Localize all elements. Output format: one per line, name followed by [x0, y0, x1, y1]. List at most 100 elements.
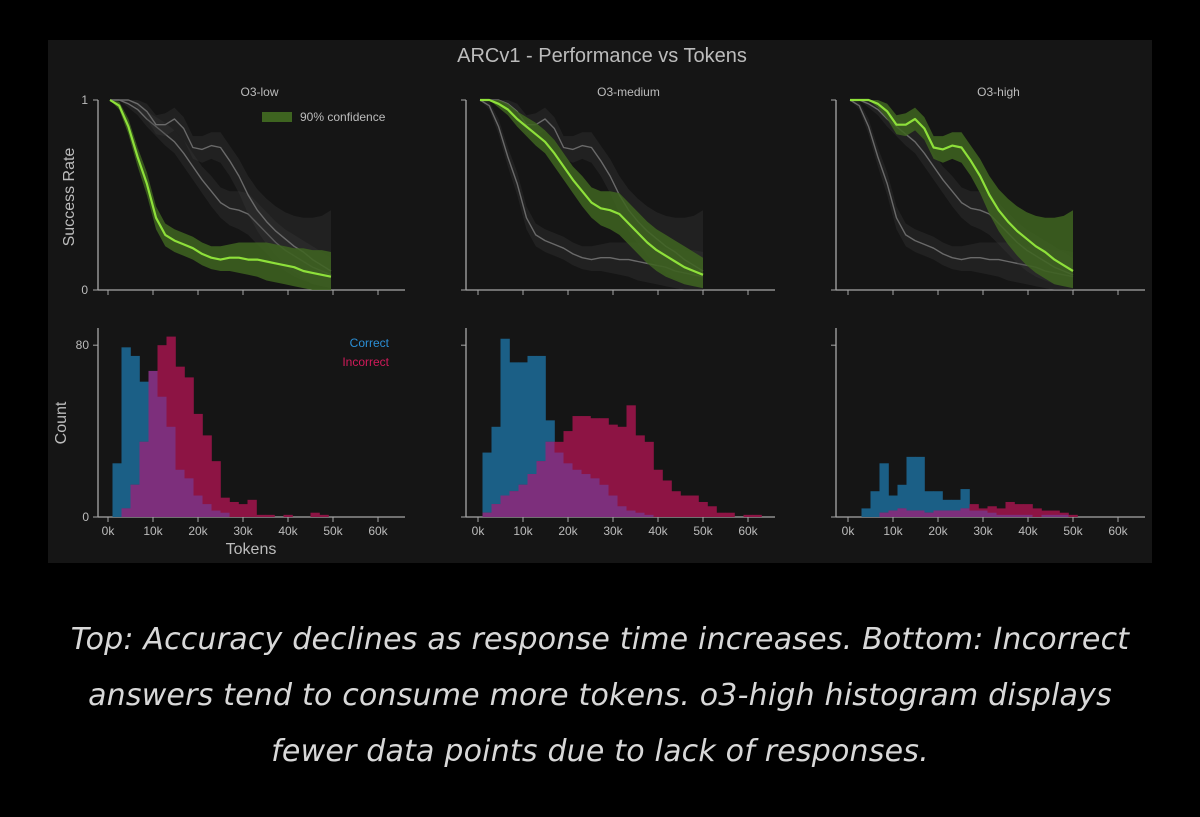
confidence-band-other	[110, 100, 331, 289]
bar-correct	[942, 499, 952, 517]
bottom-x-tick-label: 20k	[188, 524, 208, 538]
bottom-y-tick-label: 80	[76, 338, 90, 352]
legend-label-confidence: 90% confidence	[300, 110, 386, 124]
bottom-x-tick-label: 0k	[842, 524, 856, 538]
bar-overlap	[906, 510, 916, 517]
bar-overlap	[518, 484, 528, 517]
bottom-x-tick-label: 60k	[368, 524, 388, 538]
bar-incorrect	[662, 480, 672, 517]
bottom-x-tick-label: 60k	[1108, 524, 1128, 538]
bar-overlap	[1014, 514, 1024, 517]
bar-incorrect	[608, 424, 618, 517]
bar-overlap	[1041, 514, 1051, 517]
series-line-highlight	[480, 98, 704, 276]
bar-overlap	[202, 504, 212, 517]
bar-incorrect	[1068, 514, 1078, 517]
top-ylabel: Success Rate	[61, 148, 78, 247]
bar-overlap	[175, 469, 185, 517]
bar-incorrect	[617, 426, 627, 517]
bar-correct	[897, 484, 907, 517]
bar-correct	[906, 456, 916, 517]
bar-correct	[888, 495, 898, 517]
figure-title: ARCv1 - Performance vs Tokens	[457, 45, 747, 67]
bar-overlap	[527, 474, 537, 517]
bar-correct	[915, 456, 925, 517]
bar-overlap	[1023, 514, 1033, 517]
bar-incorrect	[752, 514, 762, 517]
bottom-ylabel: Count	[53, 401, 70, 444]
bar-incorrect	[175, 366, 185, 517]
bar-incorrect	[635, 435, 645, 517]
bar-correct	[121, 347, 131, 517]
bottom-y-tick-label: 0	[82, 510, 89, 524]
bar-overlap	[924, 512, 934, 517]
bar-incorrect	[211, 461, 221, 517]
bar-correct	[960, 489, 970, 517]
bar-overlap	[500, 495, 510, 517]
bar-correct	[951, 499, 961, 517]
series-line-highlight	[850, 98, 1074, 272]
series-line-other	[110, 99, 332, 272]
bar-correct	[518, 362, 528, 517]
bar-overlap	[193, 495, 203, 517]
bar-overlap	[1050, 514, 1060, 517]
bar-overlap	[545, 441, 555, 517]
bar-overlap	[220, 512, 230, 517]
bottom-x-tick-label: 40k	[1018, 524, 1038, 538]
bar-incorrect	[996, 508, 1006, 517]
bottom-x-tick-label: 0k	[102, 524, 116, 538]
bar-overlap	[915, 510, 925, 517]
bottom-x-tick-label: 30k	[973, 524, 993, 538]
bar-overlap	[121, 508, 131, 517]
bar-incorrect	[283, 514, 293, 517]
panel-title: O3-medium	[597, 85, 660, 99]
bottom-x-tick-label: 20k	[928, 524, 948, 538]
hist-panel-o3-low: 80 0 0k 10k 20k 30k 40k 50k 60k Correct Incorrect	[76, 328, 405, 538]
bottom-xlabel: Tokens	[226, 541, 277, 558]
bar-incorrect	[256, 514, 266, 517]
bar-incorrect	[671, 491, 681, 517]
bottom-x-tick-label: 50k	[693, 524, 713, 538]
bottom-x-tick-label: 30k	[233, 524, 253, 538]
bar-overlap	[608, 495, 618, 517]
bar-overlap	[879, 512, 889, 517]
confidence-band-highlight	[110, 100, 331, 290]
bar-overlap	[184, 478, 194, 517]
bottom-x-tick-label: 40k	[278, 524, 298, 538]
bottom-x-tick-label: 60k	[738, 524, 758, 538]
bar-incorrect	[229, 501, 239, 517]
bar-correct	[870, 491, 880, 517]
bar-incorrect	[743, 514, 753, 517]
bar-incorrect	[1023, 504, 1033, 517]
legend-incorrect: Incorrect	[342, 355, 389, 369]
bar-correct	[879, 463, 889, 517]
confidence-band-other	[110, 100, 331, 289]
bar-overlap	[554, 452, 564, 517]
bottom-x-tick-label: 10k	[883, 524, 903, 538]
bar-incorrect	[1050, 510, 1060, 517]
bar-overlap	[987, 512, 997, 517]
legend-correct: Correct	[350, 336, 390, 350]
bottom-x-tick-label: 50k	[1063, 524, 1083, 538]
confidence-band-highlight	[850, 100, 1073, 289]
bottom-x-tick-label: 10k	[143, 524, 163, 538]
confidence-band-other	[480, 100, 703, 290]
bar-overlap	[951, 510, 961, 517]
bottom-x-tick-label: 40k	[648, 524, 668, 538]
bar-overlap	[996, 514, 1006, 517]
chart-svg: ARCv1 - Performance vs Tokens Success Ra…	[53, 45, 1145, 558]
line-panel-o3-low: 1 0 O3-low 90% confidence	[81, 85, 405, 297]
bar-incorrect	[238, 504, 248, 517]
bar-overlap	[635, 512, 645, 517]
bar-overlap	[897, 508, 907, 517]
bar-overlap	[1059, 514, 1069, 517]
bar-overlap	[888, 510, 898, 517]
bar-overlap	[942, 510, 952, 517]
bar-incorrect	[644, 441, 654, 517]
confidence-band-other	[850, 100, 1073, 290]
bar-incorrect	[581, 416, 591, 517]
hist-panel-o3-high: 0k 10k 20k 30k 40k 50k 60k	[831, 328, 1145, 538]
bottom-x-tick-label: 50k	[323, 524, 343, 538]
bar-incorrect	[184, 377, 194, 517]
figure-caption: Top: Accuracy declines as response time …	[0, 612, 1200, 780]
